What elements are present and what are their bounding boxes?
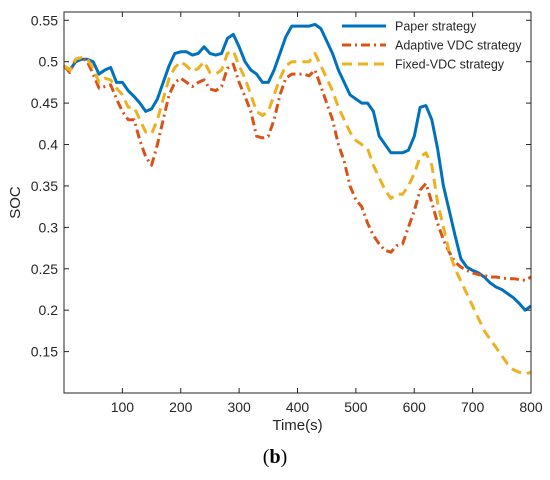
x-tick-label: 400: [286, 399, 310, 415]
x-axis-label: Time(s): [272, 417, 322, 434]
x-tick-label: 800: [519, 399, 543, 415]
x-tick-label: 500: [344, 399, 368, 415]
caption-close-paren: ): [280, 446, 288, 468]
series-line-1: [63, 22, 532, 312]
soc-chart: 100 200 300 400 500 600 700 800 0.15 0.2 0.25 0.3 0.…: [7, 11, 543, 434]
legend-label: Fixed-VDC strategy: [395, 58, 505, 72]
x-tick-label: 100: [111, 399, 135, 415]
y-tick-label: 0.25: [31, 261, 58, 277]
series-line-2: [62, 56, 532, 282]
x-tick-label: 300: [227, 399, 251, 415]
caption-open-paren: (: [262, 446, 270, 468]
plot-lines: [62, 22, 532, 376]
x-tick-label: 700: [461, 399, 485, 415]
y-tick-label: 0.4: [39, 137, 59, 153]
y-tick-label: 0.5: [39, 54, 59, 70]
y-tick-label: 0.2: [39, 302, 59, 318]
legend: Paper strategy Adaptive VDC strategy Fixed…: [342, 20, 522, 72]
x-tick-label: 600: [403, 399, 427, 415]
y-tick-label: 0.35: [31, 178, 58, 194]
ticks: 100 200 300 400 500 600 700 800 0.15 0.2 0.25 0.3 0.…: [31, 12, 543, 415]
legend-label: Adaptive VDC strategy: [395, 39, 522, 53]
caption-letter: b: [269, 446, 281, 468]
legend-label: Paper strategy: [395, 20, 477, 34]
series-line-3: [63, 49, 532, 376]
x-tick-label: 200: [169, 399, 193, 415]
y-axis-label: SOC: [7, 186, 24, 219]
y-tick-label: 0.15: [31, 344, 58, 360]
y-tick-label: 0.3: [39, 219, 59, 235]
y-tick-label: 0.45: [31, 95, 58, 111]
y-tick-label: 0.55: [31, 12, 58, 28]
figure-caption: (b): [0, 446, 550, 469]
